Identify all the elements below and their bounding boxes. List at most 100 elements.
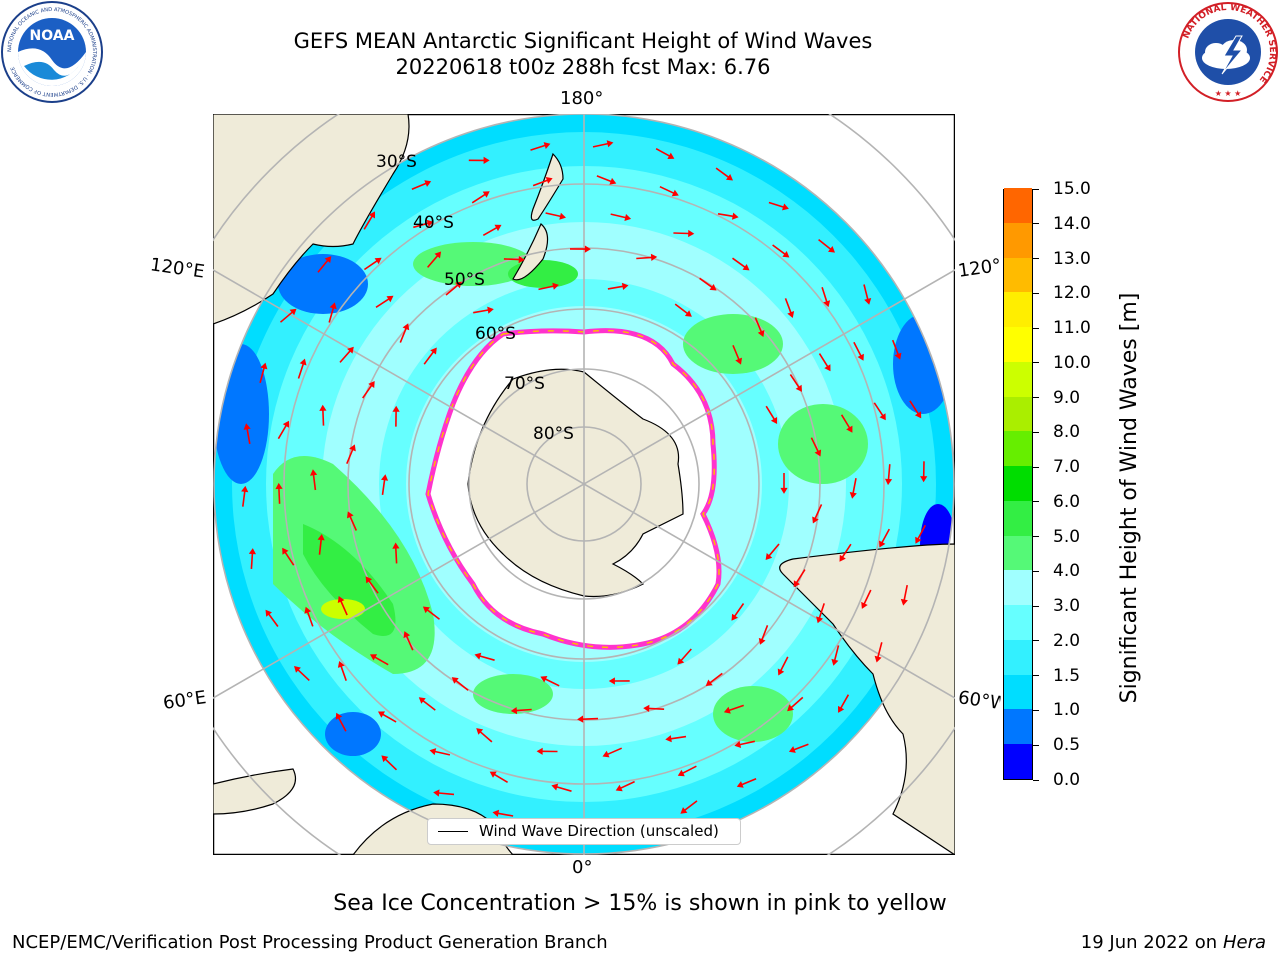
wave-arrow-head (839, 554, 846, 562)
wave-arrow-shaft (674, 303, 688, 315)
wave-arrow-shaft (277, 424, 287, 440)
wave-arrow-head (577, 715, 584, 723)
colorbar-label: Significant Height of Wind Waves [m] (1117, 292, 1142, 704)
colorbar-segment (1004, 465, 1032, 501)
lon-label-120e: 120°E (148, 254, 206, 283)
wave-arrow-shaft (328, 307, 335, 323)
wave-arrow-shaft (530, 144, 546, 151)
wave-arrow-head (861, 601, 868, 609)
colorbar-tick-label: 5.0 (1053, 526, 1081, 547)
svg-text:★ ★ ★: ★ ★ ★ (1215, 89, 1242, 98)
wave-arrow-shaft (840, 694, 850, 709)
wave-arrow-head (680, 807, 688, 814)
wave-arrow-shaft (455, 679, 469, 691)
colorbar-tick-mark (1033, 709, 1039, 711)
wave-arrow-shaft (768, 201, 784, 208)
wave-arrow-shaft (659, 185, 675, 194)
wave-arrow-head (392, 542, 400, 549)
wave-arrow-shaft (739, 740, 755, 746)
wave-arrow-shaft (297, 669, 310, 681)
wave-arrow-shaft (596, 175, 612, 183)
wave-arrow-shaft (648, 707, 665, 710)
wave-arrow-head (294, 666, 301, 673)
colorbar-tick-label: 8.0 (1053, 422, 1081, 443)
chart-subtitle: 20220618 t00z 288h fcst Max: 6.76 (395, 55, 771, 79)
wave-arrow-head (275, 482, 283, 490)
wave-arrow-head (483, 156, 490, 164)
wave-arrow-head (920, 476, 928, 483)
wave-arrow-shaft (732, 344, 740, 360)
wave-arrow-shaft (434, 750, 451, 756)
wave-arrow-head (742, 264, 750, 271)
colorbar-segment (1004, 709, 1032, 745)
wave-arrow-head (735, 357, 742, 365)
legend-line-icon (438, 831, 468, 832)
wave-arrow-shaft (863, 284, 869, 300)
footer-credit: NCEP/EMC/Verification Post Processing Pr… (12, 932, 608, 953)
wave-arrow-head (793, 580, 800, 588)
colorbar-tick-label: 1.5 (1053, 665, 1081, 686)
wave-arrow-shaft (636, 256, 652, 260)
wave-arrow-shaft (680, 648, 692, 662)
wave-arrow-shaft (673, 232, 689, 235)
wave-arrow-head (378, 711, 385, 718)
colorbar-segment (1004, 639, 1032, 675)
wave-arrow-shaft (833, 645, 840, 661)
wave-arrow-shaft (516, 708, 532, 712)
colorbar-tick-label: 0.0 (1053, 770, 1081, 790)
wave-arrow-head (665, 735, 672, 743)
wave-arrow-head (347, 346, 354, 354)
colorbar-tick-mark (1033, 466, 1039, 468)
wave-arrow-head (374, 257, 382, 265)
map-legend: Wind Wave Direction (unscaled) (427, 818, 741, 845)
wave-arrow-head (426, 219, 434, 227)
wave-arrow-head (324, 256, 332, 263)
wave-arrow-head (545, 177, 553, 184)
wave-arrow-head (455, 281, 462, 289)
wave-arrow-shaft (471, 193, 486, 204)
wave-arrow-shaft (877, 642, 883, 658)
footer-date: 19 Jun 2022 on Hera (1081, 932, 1266, 953)
wave-arrow-head (424, 180, 432, 187)
wave-arrow-head (709, 284, 717, 291)
wave-arrow-shaft (717, 213, 734, 218)
wave-arrow-shaft (795, 569, 806, 584)
wave-arrow-shaft (532, 179, 548, 187)
wave-arrow-head (879, 540, 886, 548)
wave-arrow-shaft (821, 286, 828, 303)
wave-arrow-shaft (405, 635, 414, 651)
wave-arrow-shaft (734, 603, 745, 617)
wave-arrow-head (365, 576, 373, 584)
wave-arrow-head (787, 704, 794, 712)
wave-arrow-head (289, 308, 297, 316)
wave-arrow-shaft (873, 402, 884, 417)
wave-arrow-head (857, 353, 864, 361)
wave-arrow-head (782, 251, 790, 258)
colorbar-segment (1004, 743, 1032, 779)
wave-arrow-shaft (312, 474, 317, 491)
colorbar-segment (1004, 187, 1032, 223)
wave-arrow-head (347, 511, 354, 519)
lon-label-120w: 120°W (956, 255, 1002, 282)
colorbar-tick-mark (1033, 223, 1039, 225)
wave-arrow-head (551, 783, 559, 791)
wave-arrow-head (429, 748, 437, 756)
wave-arrow-shaft (818, 603, 825, 619)
legend-label: Wind Wave Direction (unscaled) (479, 822, 719, 840)
wave-arrow-shaft (284, 551, 295, 566)
wave-arrow-head (608, 677, 615, 685)
wave-arrow-shaft (362, 385, 373, 399)
wave-arrow-shaft (322, 410, 325, 426)
colorbar-tick-mark (1033, 501, 1039, 503)
wave-arrow-head (795, 384, 802, 392)
wave-arrow-shaft (780, 656, 789, 671)
wave-arrow-head (874, 655, 882, 663)
wave-arrow-head (368, 211, 375, 219)
footer-date-text: 19 Jun 2022 on (1080, 932, 1218, 953)
colorbar-segment (1004, 396, 1032, 432)
wave-arrow-head (671, 189, 679, 197)
wave-arrow-head (615, 784, 623, 792)
wave-arrow-head (828, 246, 835, 253)
lat-label-60s: 60°S (475, 324, 516, 344)
wave-arrow-shaft (384, 758, 398, 771)
